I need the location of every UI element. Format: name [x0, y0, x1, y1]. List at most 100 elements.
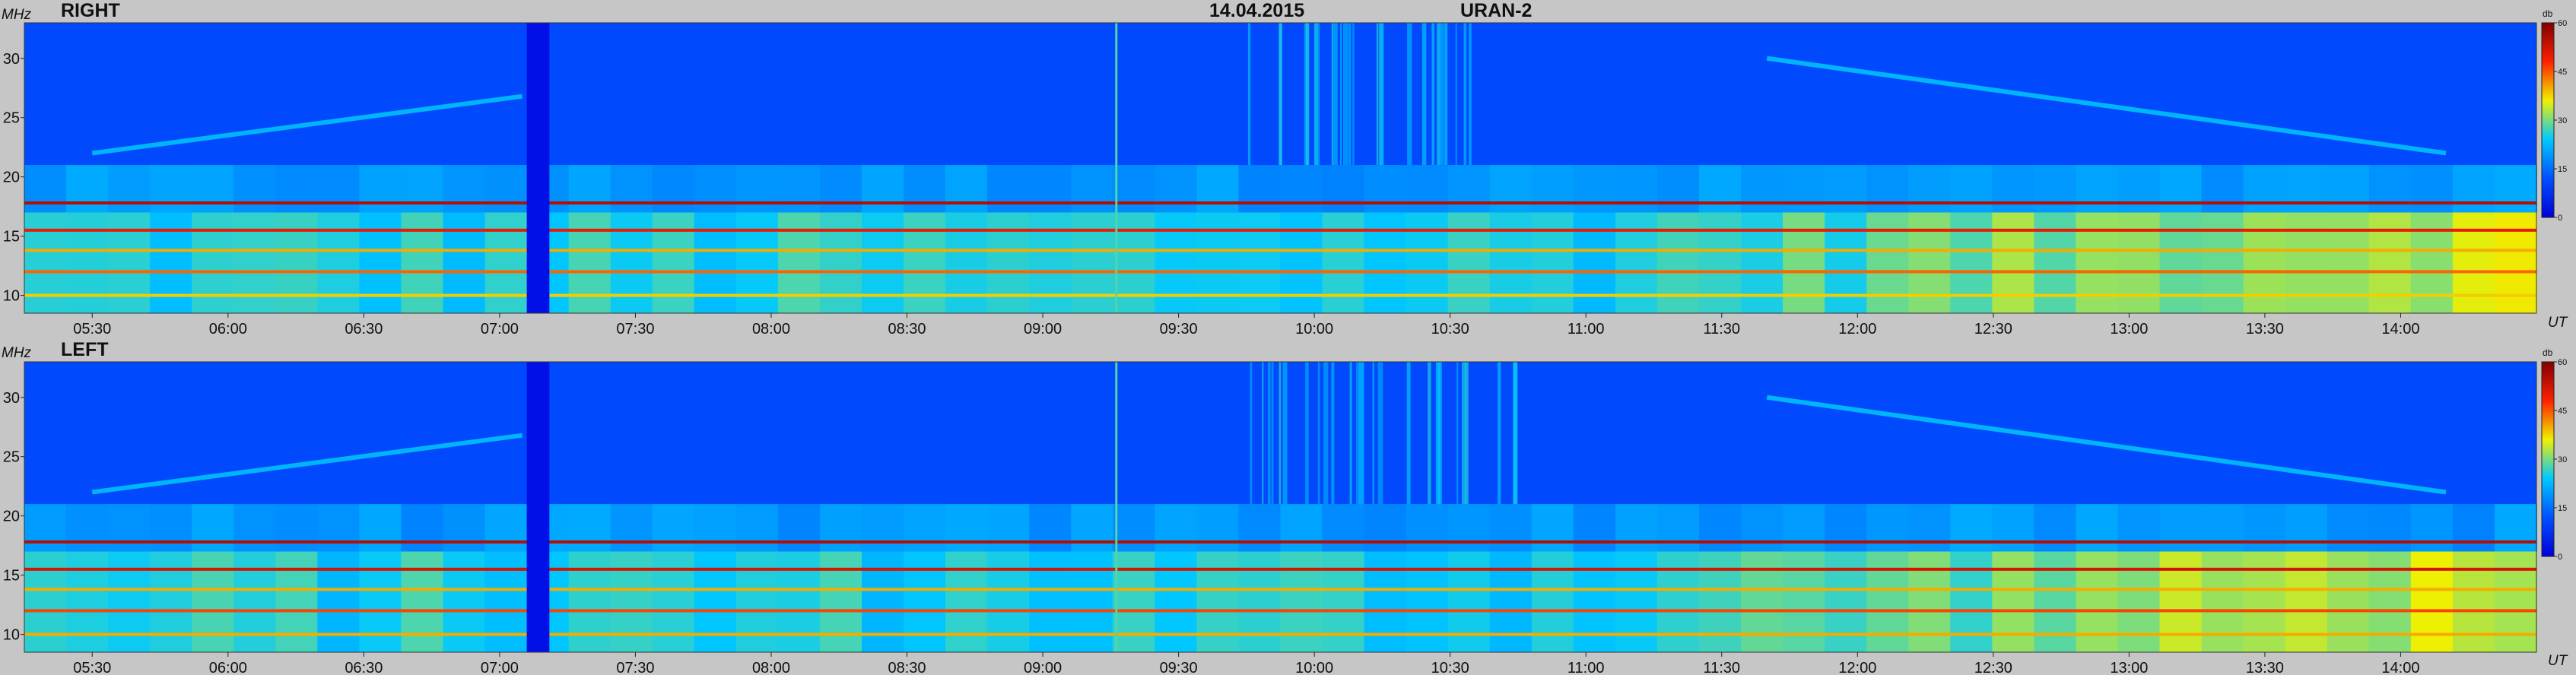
- spectrogram-cell: [777, 504, 821, 552]
- colorbar-tick-label: 45: [2558, 68, 2567, 77]
- spectrogram-cell: [694, 212, 737, 313]
- spectrogram-cell: [2452, 504, 2495, 552]
- spectrogram-cell: [150, 551, 193, 652]
- spectrogram-cell: [1741, 504, 1784, 552]
- broadband-streak: [1372, 362, 1374, 505]
- spectrogram-cell: [1573, 165, 1616, 213]
- x-tick-label: 12:30: [1974, 660, 2012, 675]
- drifting-burst: [1766, 395, 2447, 495]
- spectrogram-cell: [24, 551, 68, 652]
- spectrogram-cell: [484, 165, 528, 213]
- interference-band: [24, 293, 2536, 297]
- x-tick-label: 05:30: [73, 660, 111, 675]
- ylabel-left: MHz: [2, 345, 32, 361]
- x-tick-label: 06:30: [345, 321, 383, 338]
- spectrogram-cell: [1741, 165, 1784, 213]
- data-gap: [526, 362, 550, 652]
- spectrogram-cell: [2117, 504, 2161, 552]
- broadband-streak: [1348, 23, 1352, 166]
- x-tick-label: 08:00: [752, 321, 790, 338]
- panel-title-right: RIGHT: [61, 0, 120, 21]
- broadband-streak: [1358, 362, 1364, 505]
- interference-band: [24, 228, 2536, 232]
- spectrogram-cell: [1615, 212, 1658, 313]
- spectrogram-cell: [1113, 551, 1156, 652]
- spectrogram-cell: [192, 551, 235, 652]
- colorbar-label-right: db: [2543, 8, 2553, 19]
- broadband-streak: [1247, 23, 1251, 166]
- y-tick-label: 20: [3, 170, 20, 186]
- broadband-streak: [1435, 362, 1440, 505]
- spectrogram-cell: [1447, 504, 1491, 552]
- data-gap: [526, 23, 550, 313]
- spectrogram-cell: [694, 165, 737, 213]
- spectrogram-cell: [2034, 212, 2077, 313]
- date-label: 14.04.2015: [1209, 0, 1305, 21]
- broadband-streak: [1421, 23, 1427, 166]
- xlabel-right: UT: [2548, 315, 2568, 331]
- colorbar-tick-label: 60: [2558, 19, 2567, 28]
- spectrogram-cell: [1322, 212, 1365, 313]
- spectrogram-cell: [2327, 212, 2370, 313]
- broadband-streak: [1428, 362, 1431, 505]
- spectrogram-cell: [484, 551, 528, 652]
- broadband-streak: [1513, 362, 1518, 505]
- plot-frame: [24, 361, 2537, 653]
- spectrogram-cell: [2034, 551, 2077, 652]
- spectrogram-cell: [1992, 165, 2035, 213]
- interference-band: [24, 567, 2536, 571]
- spectrogram-cell: [2117, 212, 2161, 313]
- spectrogram-cell: [735, 165, 779, 213]
- spectrogram-cell: [2327, 165, 2370, 213]
- x-tick-label: 11:00: [1568, 660, 1605, 675]
- spectrogram-cell: [568, 551, 611, 652]
- spectrogram-cell: [1573, 504, 1616, 552]
- spectrogram-cell: [108, 551, 151, 652]
- x-tick-label: 08:30: [888, 660, 926, 675]
- spectrogram-cell: [1238, 551, 1282, 652]
- broadband-streak: [1305, 362, 1309, 505]
- colorbar-tick-label: 30: [2558, 116, 2567, 125]
- spectrogram-cell: [1155, 504, 1198, 552]
- drifting-burst: [91, 433, 523, 495]
- x-tick-label: 09:00: [1024, 660, 1062, 675]
- spectrogram-cell: [150, 212, 193, 313]
- spectrogram-cell: [108, 212, 151, 313]
- spectrogram-cell: [2034, 165, 2077, 213]
- interference-band: [24, 270, 2536, 274]
- x-tick-label: 06:00: [209, 660, 247, 675]
- spectrogram-cell: [777, 212, 821, 313]
- spectrogram-cell: [1950, 551, 1993, 652]
- spectrogram-cell: [862, 165, 905, 213]
- spectrogram-cell: [652, 504, 695, 552]
- broadband-streak: [1439, 23, 1444, 166]
- spectrogram-cell: [819, 504, 862, 552]
- spectrogram-cell: [359, 212, 402, 313]
- broadband-streak: [1352, 23, 1355, 166]
- spectrogram-cell: [568, 165, 611, 213]
- spectrogram-cell: [2159, 551, 2203, 652]
- spectrogram-cell: [568, 212, 611, 313]
- spectrogram-cell: [2201, 212, 2244, 313]
- spectrogram-cell: [610, 212, 653, 313]
- spectrogram-cell: [1992, 212, 2035, 313]
- spectrogram-cell: [484, 504, 528, 552]
- colorbar-tick-label: 15: [2558, 165, 2567, 174]
- drifting-burst: [91, 93, 523, 156]
- spectrogram-cell: [735, 504, 779, 552]
- spectrogram-cell: [150, 504, 193, 552]
- broadband-streak: [1331, 362, 1335, 505]
- spectrogram-cell: [2159, 165, 2203, 213]
- spectrogram-cell: [987, 212, 1031, 313]
- spectrogram-cell: [862, 504, 905, 552]
- interference-band: [24, 540, 2536, 543]
- spectrogram-cell: [2368, 551, 2412, 652]
- spectrogram-cell: [694, 551, 737, 652]
- spectrogram-cell: [484, 212, 528, 313]
- spectrogram-cell: [862, 212, 905, 313]
- interference-band: [24, 609, 2536, 613]
- x-tick-label: 06:30: [345, 660, 383, 675]
- broadband-streak: [1463, 23, 1467, 166]
- xlabel-left: UT: [2548, 653, 2568, 669]
- broadband-streak: [1339, 23, 1342, 166]
